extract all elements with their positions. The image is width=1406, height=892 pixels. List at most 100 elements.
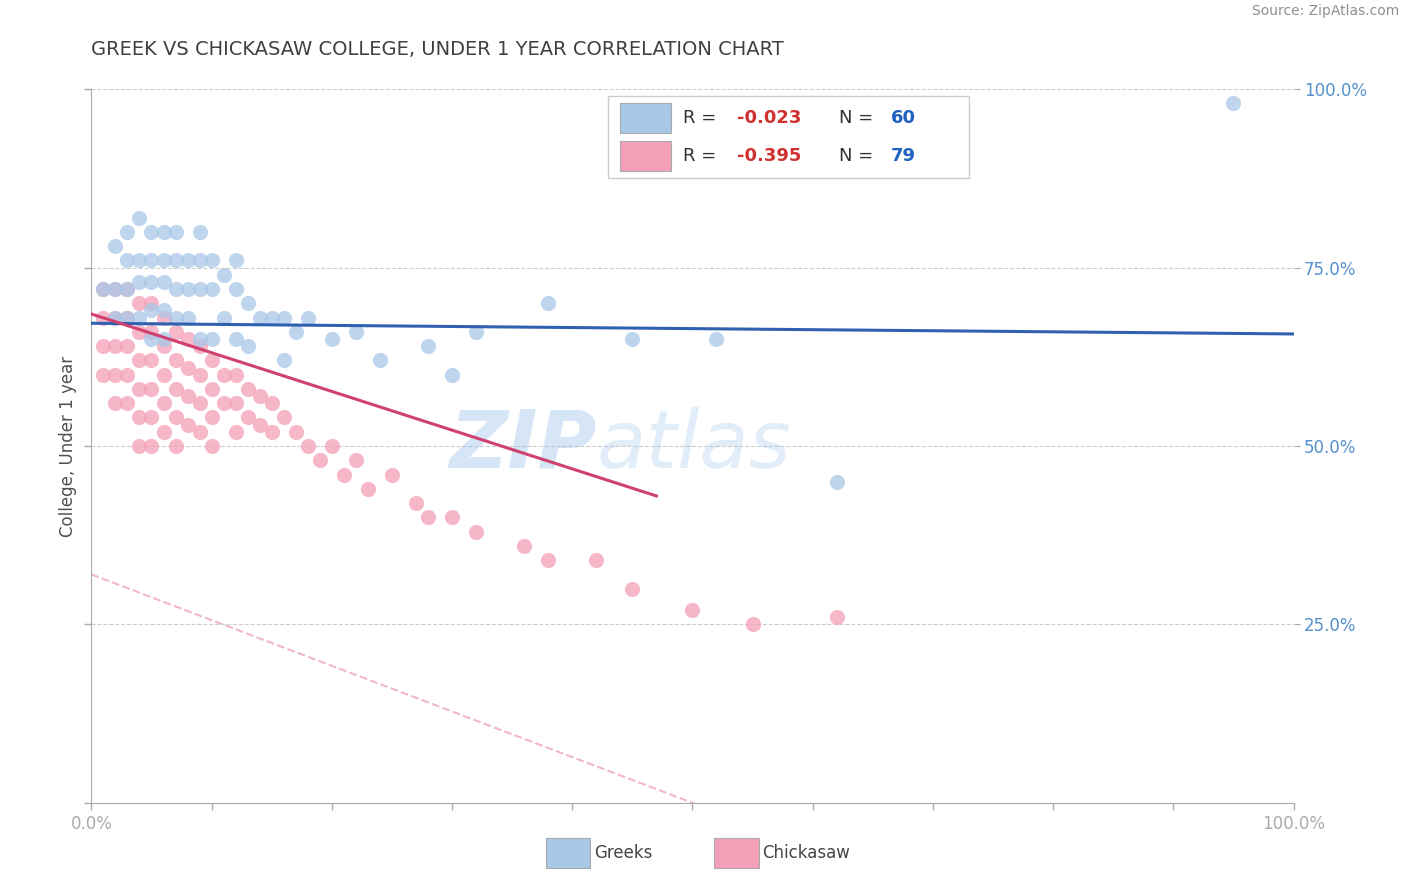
Point: [188, 253, 211, 268]
Point: [128, 296, 150, 310]
Point: [141, 332, 163, 346]
Text: -0.395: -0.395: [737, 147, 801, 165]
Point: [321, 332, 343, 346]
Point: [188, 396, 211, 410]
Point: [585, 553, 607, 567]
Point: [621, 582, 644, 596]
Point: [128, 410, 150, 425]
Point: [344, 325, 367, 339]
Text: R =: R =: [683, 147, 721, 165]
Point: [344, 453, 367, 467]
Point: [225, 396, 247, 410]
Point: [165, 325, 187, 339]
Point: [188, 368, 211, 382]
Point: [93, 368, 115, 382]
Point: [236, 410, 259, 425]
Point: [152, 275, 174, 289]
Point: [128, 353, 150, 368]
Text: Greeks: Greeks: [593, 845, 652, 863]
Point: [165, 310, 187, 325]
Point: [260, 310, 283, 325]
Text: N =: N =: [839, 147, 879, 165]
Point: [537, 553, 560, 567]
Point: [249, 417, 271, 432]
Point: [1222, 96, 1244, 111]
Point: [249, 310, 271, 325]
Point: [681, 603, 703, 617]
Point: [212, 368, 235, 382]
Point: [297, 310, 319, 325]
Point: [212, 396, 235, 410]
Point: [260, 396, 283, 410]
Point: [273, 310, 295, 325]
Point: [165, 410, 187, 425]
Point: [188, 425, 211, 439]
Point: [201, 382, 224, 396]
Point: [117, 253, 139, 268]
Point: [273, 410, 295, 425]
Point: [117, 282, 139, 296]
Text: Source: ZipAtlas.com: Source: ZipAtlas.com: [1251, 4, 1399, 19]
Point: [201, 410, 224, 425]
Text: R =: R =: [683, 110, 721, 128]
Point: [93, 339, 115, 353]
Text: 79: 79: [891, 147, 915, 165]
Point: [284, 425, 307, 439]
Point: [117, 225, 139, 239]
Point: [152, 339, 174, 353]
Point: [440, 368, 463, 382]
Point: [465, 325, 488, 339]
Point: [117, 368, 139, 382]
Point: [176, 282, 198, 296]
Point: [117, 339, 139, 353]
Point: [201, 353, 224, 368]
Point: [236, 339, 259, 353]
Point: [104, 239, 127, 253]
Point: [104, 282, 127, 296]
Point: [225, 368, 247, 382]
Point: [621, 332, 644, 346]
Point: [333, 467, 356, 482]
Point: [513, 539, 536, 553]
Point: [104, 310, 127, 325]
Text: N =: N =: [839, 110, 879, 128]
FancyBboxPatch shape: [620, 103, 671, 134]
Point: [201, 332, 224, 346]
Point: [152, 396, 174, 410]
FancyBboxPatch shape: [620, 141, 671, 171]
Point: [141, 253, 163, 268]
Point: [165, 282, 187, 296]
Point: [176, 417, 198, 432]
Text: -0.023: -0.023: [737, 110, 801, 128]
Point: [188, 339, 211, 353]
Point: [128, 253, 150, 268]
Point: [440, 510, 463, 524]
Point: [141, 439, 163, 453]
Point: [188, 282, 211, 296]
Point: [308, 453, 330, 467]
Point: [141, 303, 163, 318]
Point: [249, 389, 271, 403]
Point: [152, 303, 174, 318]
Point: [537, 296, 560, 310]
Point: [225, 253, 247, 268]
Point: [141, 225, 163, 239]
Point: [201, 282, 224, 296]
FancyBboxPatch shape: [609, 96, 969, 178]
Point: [236, 296, 259, 310]
Point: [176, 253, 198, 268]
Point: [825, 475, 848, 489]
Point: [284, 325, 307, 339]
Point: [117, 282, 139, 296]
Point: [260, 425, 283, 439]
Point: [225, 282, 247, 296]
Point: [141, 382, 163, 396]
Point: [104, 282, 127, 296]
Point: [825, 610, 848, 624]
Point: [128, 211, 150, 225]
Point: [465, 524, 488, 539]
Point: [201, 253, 224, 268]
Point: [128, 325, 150, 339]
Point: [236, 382, 259, 396]
Point: [141, 325, 163, 339]
